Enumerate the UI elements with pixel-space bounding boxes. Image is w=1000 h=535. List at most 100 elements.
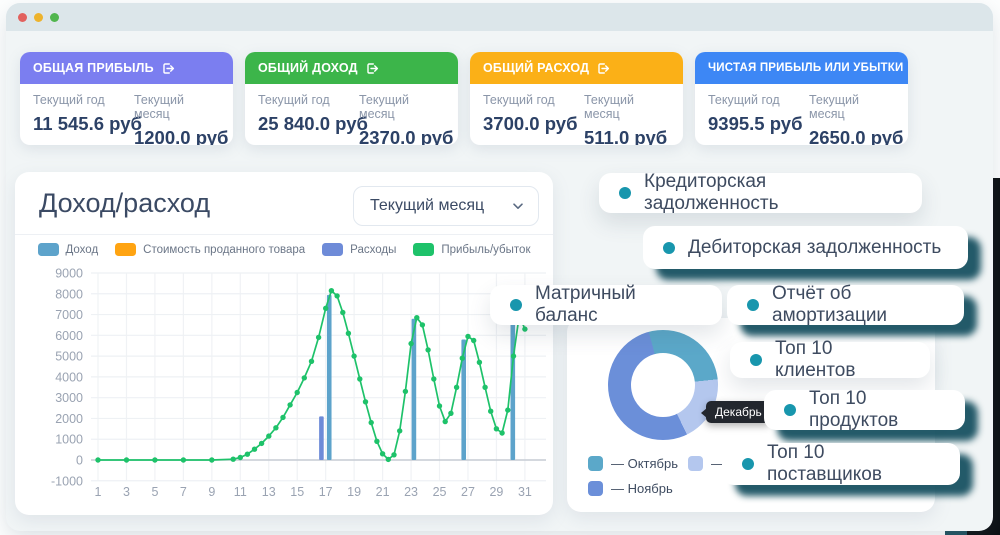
donut-legend-november: — Ноябрь bbox=[588, 481, 673, 496]
stat-card-title: ОБЩИЙ ДОХОД bbox=[258, 61, 358, 75]
legend-label: Доход bbox=[65, 243, 99, 256]
svg-text:9: 9 bbox=[208, 485, 215, 499]
minimize-window-button[interactable] bbox=[34, 12, 43, 22]
bullet-dot-icon bbox=[663, 241, 675, 254]
svg-text:1000: 1000 bbox=[55, 433, 83, 447]
svg-text:17: 17 bbox=[319, 485, 333, 499]
donut-tooltip: Декабрь bbox=[701, 401, 771, 423]
svg-text:29: 29 bbox=[489, 485, 503, 499]
year-label: Текущий год bbox=[483, 93, 555, 107]
chart-legend: Доход Стоимость проданного товара Расход… bbox=[15, 243, 553, 256]
svg-text:21: 21 bbox=[376, 485, 390, 499]
chip-label: Кредиторская задолженность bbox=[644, 171, 779, 214]
month-label: Текущий месяц bbox=[583, 93, 634, 121]
chip-label: Отчёт об амортизации bbox=[772, 283, 888, 326]
month-label: Текущий месяц bbox=[358, 93, 409, 121]
bullet-dot-icon bbox=[747, 299, 759, 311]
chip-accounts-receivable[interactable]: Дебиторская задолженность bbox=[643, 226, 968, 269]
donut-legend-october: — Октябрь bbox=[588, 456, 678, 471]
stat-card-net-profit-loss: ЧИСТАЯ ПРИБЫЛЬ ИЛИ УБЫТКИ Текущий год 93… bbox=[695, 52, 908, 145]
close-window-button[interactable] bbox=[18, 12, 27, 22]
year-value: 9395.5 руб bbox=[708, 113, 803, 134]
stat-card-total-profit: ОБЩАЯ ПРИБЫЛЬ Текущий год 11 545.6 руб Т… bbox=[20, 52, 233, 145]
svg-text:0: 0 bbox=[76, 454, 83, 468]
chip-matrix-balance[interactable]: Матричный баланс bbox=[490, 283, 722, 326]
year-value: 25 840.0 руб bbox=[258, 113, 368, 134]
legend-label: Прибыль/убыток bbox=[441, 243, 531, 256]
svg-text:9000: 9000 bbox=[55, 267, 83, 281]
chip-label: Топ 10 продуктов bbox=[809, 388, 899, 431]
stat-card-title: ОБЩАЯ ПРИБЫЛЬ bbox=[33, 61, 154, 75]
year-label: Текущий год bbox=[33, 93, 105, 107]
year-value: 3700.0 руб bbox=[483, 113, 578, 134]
chip-label: Топ 10 поставщиков bbox=[767, 442, 882, 485]
svg-text:8000: 8000 bbox=[55, 287, 83, 301]
chip-accounts-payable[interactable]: Кредиторская задолженность bbox=[599, 171, 922, 214]
stat-card-title: ОБЩИЙ РАСХОД bbox=[483, 61, 590, 75]
income-expense-chart[interactable]: 1 3 5 7 9 11 13 15 17 19 21 23 25 27 29 319000800070006… bbox=[15, 267, 553, 507]
svg-text:1: 1 bbox=[95, 485, 102, 499]
month-value: 1200.0 руб bbox=[133, 127, 229, 145]
export-icon[interactable] bbox=[365, 61, 380, 76]
legend-swatch-expenses bbox=[322, 243, 344, 256]
legend-label: — Октябрь bbox=[611, 456, 678, 471]
svg-text:5: 5 bbox=[151, 485, 158, 499]
svg-text:-1000: -1000 bbox=[51, 474, 83, 488]
panel-title: Доход/расход bbox=[39, 188, 211, 218]
panel-divider bbox=[15, 234, 553, 235]
stat-card-total-income: ОБЩИЙ ДОХОД Текущий год 25 840.0 руб Тек… bbox=[245, 52, 458, 145]
legend-label: Расходы bbox=[350, 243, 397, 256]
month-label: Текущий месяц bbox=[133, 93, 184, 121]
period-select[interactable]: Текущий месяц bbox=[353, 186, 539, 226]
legend-swatch-income bbox=[37, 243, 59, 256]
svg-text:23: 23 bbox=[404, 485, 418, 499]
legend-swatch-december bbox=[688, 456, 703, 471]
stat-card-title: ЧИСТАЯ ПРИБЫЛЬ ИЛИ УБЫТКИ bbox=[708, 62, 904, 74]
bullet-dot-icon bbox=[750, 354, 762, 366]
bullet-dot-icon bbox=[510, 299, 522, 311]
chip-label: Матричный баланс bbox=[535, 283, 636, 326]
month-value: 511.0 руб bbox=[583, 127, 668, 145]
chip-top10-products[interactable]: Топ 10 продуктов bbox=[764, 388, 965, 431]
chip-top10-suppliers[interactable]: Топ 10 поставщиков bbox=[722, 442, 960, 485]
svg-text:31: 31 bbox=[518, 485, 532, 499]
svg-text:6000: 6000 bbox=[55, 329, 83, 343]
month-value: 2650.0 руб bbox=[808, 127, 904, 145]
bullet-dot-icon bbox=[619, 187, 631, 199]
month-value: 2370.0 руб bbox=[358, 127, 454, 145]
legend-swatch-profit-loss bbox=[413, 243, 435, 256]
legend-swatch-october bbox=[588, 456, 603, 471]
svg-text:3000: 3000 bbox=[55, 391, 83, 405]
export-icon[interactable] bbox=[596, 61, 611, 76]
svg-text:19: 19 bbox=[347, 485, 361, 499]
export-icon[interactable] bbox=[161, 61, 176, 76]
chevron-down-icon bbox=[513, 203, 523, 209]
year-value: 11 545.6 руб bbox=[33, 113, 142, 134]
svg-text:13: 13 bbox=[262, 485, 276, 499]
svg-text:27: 27 bbox=[461, 485, 475, 499]
income-expense-panel: Доход/расход Текущий месяц Доход Стоимос… bbox=[15, 172, 553, 515]
bullet-dot-icon bbox=[742, 458, 754, 470]
chip-top10-clients[interactable]: Топ 10 клиентов bbox=[730, 338, 930, 381]
period-select-value: Текущий месяц bbox=[370, 197, 485, 214]
window-titlebar bbox=[6, 3, 993, 31]
svg-text:5000: 5000 bbox=[55, 350, 83, 364]
svg-text:2000: 2000 bbox=[55, 412, 83, 426]
legend-label: — Ноябрь bbox=[611, 481, 673, 496]
svg-text:4000: 4000 bbox=[55, 370, 83, 384]
legend-swatch-cogs bbox=[115, 243, 137, 256]
legend-swatch-november bbox=[588, 481, 603, 496]
stat-card-total-expense: ОБЩИЙ РАСХОД Текущий год 3700.0 руб Теку… bbox=[470, 52, 683, 145]
svg-text:15: 15 bbox=[290, 485, 304, 499]
svg-text:25: 25 bbox=[433, 485, 447, 499]
chip-depreciation-report[interactable]: Отчёт об амортизации bbox=[727, 283, 964, 326]
year-label: Текущий год bbox=[258, 93, 330, 107]
svg-text:3: 3 bbox=[123, 485, 130, 499]
maximize-window-button[interactable] bbox=[50, 12, 59, 22]
chip-label: Топ 10 клиентов bbox=[775, 338, 856, 381]
year-label: Текущий год bbox=[708, 93, 780, 107]
svg-text:11: 11 bbox=[234, 485, 247, 499]
svg-text:7: 7 bbox=[180, 485, 187, 499]
month-label: Текущий месяц bbox=[808, 93, 859, 121]
